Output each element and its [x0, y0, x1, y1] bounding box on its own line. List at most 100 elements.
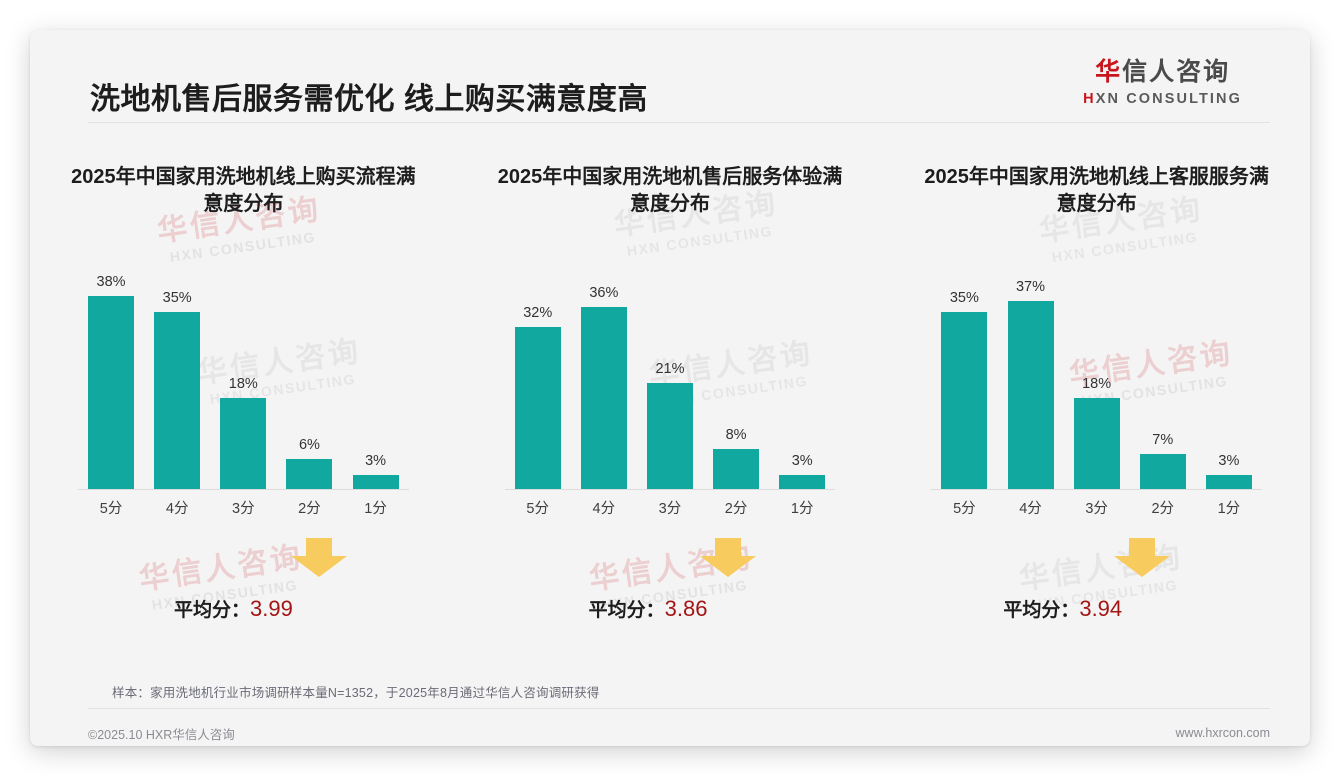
bar-value-label: 37% — [1015, 279, 1046, 296]
bar-slot: 18% — [1064, 252, 1130, 490]
bar-slot: 8% — [703, 252, 769, 490]
bar-slot: 37% — [997, 252, 1063, 490]
bar-slot: 36% — [571, 252, 637, 490]
x-axis-tick-label: 3分 — [1085, 500, 1108, 517]
x-axis-tick-label: 4分 — [592, 500, 616, 517]
average-score: 平均分：3.94 — [1003, 595, 1122, 622]
bar-slot: 35% — [144, 252, 210, 490]
bar — [580, 306, 627, 490]
x-axis-tick-label: 1分 — [790, 500, 814, 517]
copyright-text: ©2025.10 HXR华信人咨询 — [88, 727, 235, 742]
average-score-label: 平均分： — [588, 600, 665, 621]
bar-slot: 6% — [276, 252, 342, 490]
bar-value-label: 36% — [589, 284, 619, 301]
bar — [220, 398, 267, 490]
x-axis-tick-label: 1分 — [364, 500, 387, 517]
page-title: 洗地机售后服务需优化 线上购买满意度高 — [90, 83, 648, 116]
x-axis-tick-label: 5分 — [526, 500, 549, 517]
average-score: 平均分：3.99 — [174, 595, 293, 622]
logo-chinese-rest: 信人咨询 — [1122, 58, 1231, 86]
bar-chart: 38% 35% 18% 6% 3% 5分 4分 3分 2分 1分 — [78, 252, 409, 524]
average-score-value: 3.99 — [250, 596, 293, 621]
bar — [1139, 454, 1186, 490]
footer-divider — [88, 708, 1270, 709]
bar — [514, 326, 561, 490]
chart-panel-customer-service: 2025年中国家用洗地机线上客服服务满意度分布 35% 37% 18% 7% 3% 5分… — [883, 138, 1310, 630]
company-logo: 华信人咨询 HXN CONSULTING — [1083, 60, 1242, 107]
x-axis-tick-label: 2分 — [1151, 500, 1175, 517]
x-axis-tick-label: 1分 — [1217, 500, 1241, 517]
charts-row: 2025年中国家用洗地机线上购买流程满意度分布 38% 35% 18% 6% 3% 5分… — [30, 138, 1310, 630]
average-score-block: 平均分：3.94 — [897, 538, 1296, 630]
bar-value-label: 18% — [1082, 376, 1112, 393]
average-score-label: 平均分： — [174, 600, 251, 621]
bar-slot: 32% — [505, 252, 571, 490]
bar-value-label: 18% — [228, 376, 258, 393]
x-axis-ticks: 5分 4分 3分 2分 1分 — [505, 490, 836, 524]
bar-slot: 3% — [1196, 252, 1262, 490]
average-score-value: 3.86 — [664, 596, 708, 621]
bar — [1205, 474, 1252, 490]
average-score: 平均分：3.86 — [589, 595, 708, 622]
bar-slot: 18% — [210, 252, 276, 490]
chart-panel-after-sales: 2025年中国家用洗地机售后服务体验满意度分布 32% 36% 21% 8% 3% 5分… — [457, 138, 884, 630]
bar — [1007, 301, 1054, 490]
x-axis-line — [931, 489, 1262, 490]
bar — [154, 311, 201, 490]
bar-value-label: 32% — [523, 304, 553, 321]
x-axis-tick-label: 2分 — [724, 500, 748, 517]
bar — [88, 296, 135, 490]
x-axis-tick-label: 5分 — [953, 500, 976, 517]
bar — [941, 311, 988, 490]
bar-chart: 32% 36% 21% 8% 3% 5分 4分 3分 2分 1分 — [504, 252, 836, 524]
bar-value-label: 3% — [365, 452, 387, 469]
slide-header: 洗地机售后服务需优化 线上购买满意度高 华信人咨询 HXN CONSULTING — [30, 30, 1310, 122]
slide-footer: ©2025.10 HXR华信人咨询 www.hxrcon.com — [88, 720, 1270, 746]
bar-value-label: 7% — [1152, 432, 1174, 449]
header-divider — [88, 122, 1270, 123]
x-axis-tick-label: 4分 — [1019, 500, 1042, 517]
logo-english: HXN CONSULTING — [1083, 92, 1242, 107]
x-axis-tick-label: 3分 — [232, 500, 255, 517]
bar — [1073, 398, 1120, 490]
down-arrow-icon — [1113, 538, 1171, 578]
bar-value-label: 21% — [655, 361, 685, 377]
x-axis-tick-label: 4分 — [165, 500, 189, 517]
bar-value-label: 35% — [949, 289, 979, 306]
sample-footnote: 样本：家用洗地机行业市场调研样本量N=1352，于2025年8月通过华信人咨询调… — [112, 686, 600, 700]
slide-card: 洗地机售后服务需优化 线上购买满意度高 华信人咨询 HXN CONSULTING… — [30, 30, 1310, 746]
bar-slot: 7% — [1130, 252, 1196, 490]
logo-chinese: 华信人咨询 — [1083, 60, 1242, 85]
bar-value-label: 8% — [725, 427, 747, 444]
x-axis-ticks: 5分 4分 3分 2分 1分 — [931, 490, 1262, 524]
x-axis-line — [504, 489, 836, 490]
bar-value-label: 35% — [162, 289, 192, 306]
x-axis-ticks: 5分 4分 3分 2分 1分 — [78, 490, 409, 524]
bar-slot: 3% — [769, 252, 835, 490]
website-link[interactable]: www.hxrcon.com — [1175, 726, 1270, 740]
average-score-block: 平均分：3.86 — [471, 538, 870, 630]
bar-group: 35% 37% 18% 7% 3% — [931, 252, 1262, 490]
chart-title: 2025年中国家用洗地机线上购买流程满意度分布 — [71, 166, 416, 216]
logo-chinese-accent: 华 — [1095, 58, 1123, 86]
bar — [779, 474, 826, 490]
bar — [352, 474, 399, 490]
bar — [713, 449, 760, 490]
bar-chart: 35% 37% 18% 7% 3% 5分 4分 3分 2分 1分 — [931, 252, 1262, 524]
down-arrow-icon — [290, 538, 348, 578]
bar-value-label: 38% — [96, 274, 126, 291]
x-axis-tick-label: 2分 — [298, 500, 321, 517]
bar-value-label: 6% — [298, 437, 320, 454]
logo-english-rest: XN CONSULTING — [1095, 91, 1242, 107]
bar-group: 32% 36% 21% 8% 3% — [505, 252, 836, 490]
average-score-block: 平均分：3.99 — [44, 538, 443, 630]
bar — [646, 383, 693, 490]
average-score-value: 3.94 — [1079, 596, 1123, 621]
bar — [286, 459, 333, 490]
chart-title: 2025年中国家用洗地机线上客服服务满意度分布 — [924, 166, 1269, 216]
chart-title: 2025年中国家用洗地机售后服务体验满意度分布 — [497, 166, 843, 216]
bar-group: 38% 35% 18% 6% 3% — [78, 252, 409, 490]
x-axis-tick-label: 3分 — [658, 500, 682, 517]
average-score-label: 平均分： — [1003, 600, 1080, 621]
logo-english-accent: H — [1083, 91, 1096, 107]
